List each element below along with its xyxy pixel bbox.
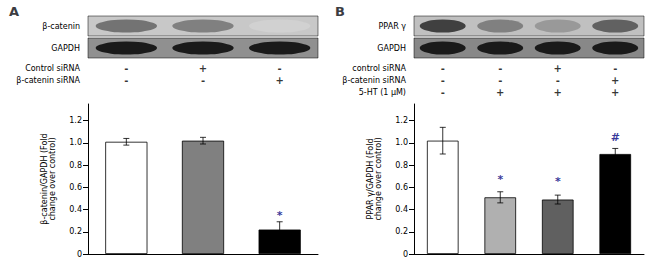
- svg-text:0: 0: [77, 250, 82, 259]
- svg-text:#: #: [611, 131, 620, 144]
- svg-text:1.2: 1.2: [395, 116, 408, 125]
- svg-text:-: -: [613, 63, 617, 74]
- svg-text:0.4: 0.4: [395, 205, 408, 214]
- svg-text:change over control): change over control): [48, 137, 57, 220]
- svg-text:GAPDH: GAPDH: [51, 44, 80, 53]
- svg-text:1.0: 1.0: [395, 138, 408, 147]
- svg-text:+: +: [554, 63, 562, 74]
- svg-text:0.6: 0.6: [69, 183, 82, 192]
- svg-text:1.2: 1.2: [69, 116, 82, 125]
- svg-text:+: +: [275, 75, 283, 86]
- svg-text:-: -: [441, 87, 445, 98]
- svg-text:+: +: [611, 87, 619, 98]
- svg-text:-: -: [278, 63, 282, 74]
- svg-text:β-catenin siRNA: β-catenin siRNA: [342, 76, 406, 85]
- svg-text:-: -: [201, 75, 205, 86]
- svg-text:Control siRNA: Control siRNA: [25, 64, 80, 73]
- svg-text:1.0: 1.0: [69, 138, 82, 147]
- svg-text:0.8: 0.8: [69, 161, 82, 170]
- svg-text:*: *: [497, 173, 503, 186]
- svg-text:+: +: [554, 87, 562, 98]
- svg-text:0.4: 0.4: [69, 205, 82, 214]
- svg-text:-: -: [124, 75, 128, 86]
- svg-text:0.8: 0.8: [395, 161, 408, 170]
- svg-text:β-catenin: β-catenin: [42, 22, 80, 31]
- svg-text:-: -: [498, 75, 502, 86]
- svg-text:-: -: [498, 63, 502, 74]
- svg-text:change over control): change over control): [374, 137, 383, 220]
- svg-text:*: *: [277, 209, 283, 222]
- svg-text:*: *: [555, 175, 561, 188]
- svg-text:A: A: [9, 4, 19, 19]
- svg-text:+: +: [496, 87, 504, 98]
- svg-text:0.2: 0.2: [395, 227, 408, 236]
- svg-text:+: +: [611, 75, 619, 86]
- svg-text:+: +: [199, 63, 207, 74]
- svg-text:-: -: [441, 75, 445, 86]
- svg-text:PPAR γ: PPAR γ: [379, 22, 407, 31]
- svg-text:5-HT (1 μM): 5-HT (1 μM): [359, 88, 406, 97]
- svg-text:control siRNA: control siRNA: [352, 64, 406, 73]
- svg-text:-: -: [556, 75, 560, 86]
- svg-text:GAPDH: GAPDH: [377, 44, 406, 53]
- svg-text:PPAR γ/GAPDH (Fold: PPAR γ/GAPDH (Fold: [365, 138, 375, 220]
- svg-text:-: -: [124, 63, 128, 74]
- svg-text:-: -: [441, 63, 445, 74]
- svg-text:0.2: 0.2: [69, 227, 82, 236]
- svg-text:β-catenin/GAPDH (Fold: β-catenin/GAPDH (Fold: [39, 133, 49, 225]
- svg-text:β-catenin siRNA: β-catenin siRNA: [16, 76, 80, 85]
- svg-text:0: 0: [403, 250, 408, 259]
- svg-text:0.6: 0.6: [395, 183, 408, 192]
- svg-text:B: B: [335, 4, 345, 19]
